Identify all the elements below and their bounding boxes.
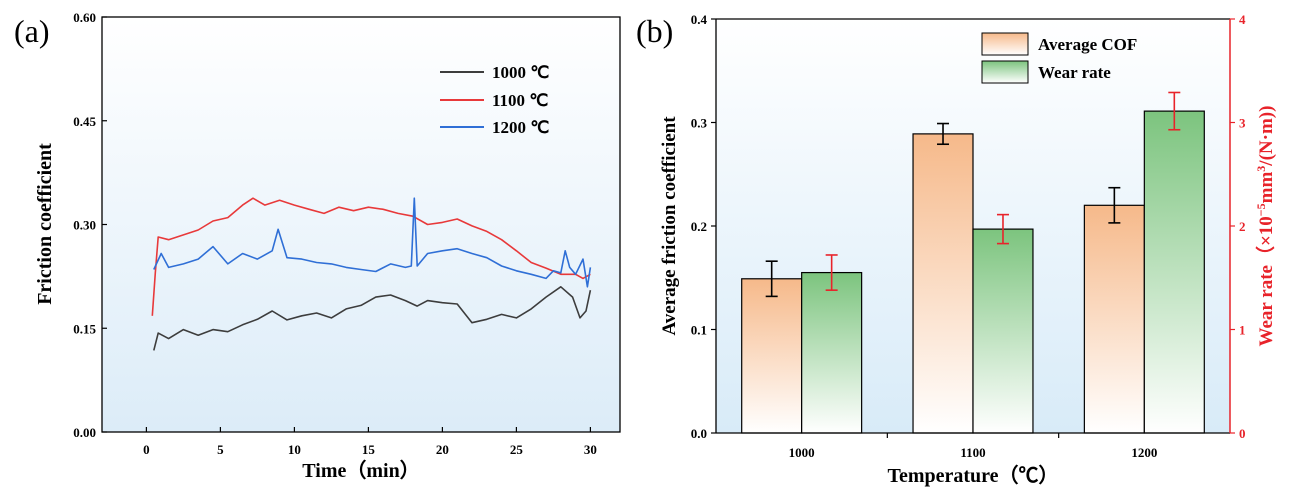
bar-cof-1100 xyxy=(912,133,974,434)
y-tick-label: 0.4 xyxy=(691,12,708,27)
plot-area-a xyxy=(102,17,620,432)
axis-ticks-b: 1000 1100 1200 0.0 0.1 0.2 0.3 0.4 0 1 2 3 4 xyxy=(691,12,1246,460)
y-tick-label: 0.30 xyxy=(73,218,96,233)
legend-label-1000: 1000 ℃ xyxy=(492,63,549,82)
y-tick-label: 0.0 xyxy=(691,426,707,441)
y-tick-label: 0.2 xyxy=(691,219,707,234)
y-tick-label: 0.60 xyxy=(73,10,96,25)
bar-chart-panel: 1000 1100 1200 0.0 0.1 0.2 0.3 0.4 0 1 2 3 4 (b) Tem… xyxy=(636,12,1277,487)
legend-a: 1000 ℃ 1100 ℃ 1200 ℃ xyxy=(440,63,549,137)
x-tick-label: 1000 xyxy=(789,445,815,460)
x-tick-label: 30 xyxy=(584,442,597,457)
x-tick-label: 20 xyxy=(436,442,449,457)
x-tick-label: 0 xyxy=(143,442,150,457)
y2-label-exp1: −5 xyxy=(1254,203,1268,216)
y2-axis-label-b: Wear rate（×10−5mm3/(N·m)) xyxy=(1254,106,1277,347)
panel-label-a: (a) xyxy=(14,13,50,49)
series-line-2 xyxy=(153,197,592,288)
y2-tick-label: 1 xyxy=(1239,323,1246,338)
legend-b: Average COF Wear rate xyxy=(981,32,1137,84)
series-line-0 xyxy=(153,286,592,351)
y-axis-label-a: Friction coefficient xyxy=(34,143,56,305)
y-tick-label: 0.15 xyxy=(73,321,96,336)
x-tick-label: 5 xyxy=(217,442,224,457)
legend-label-1200: 1200 ℃ xyxy=(492,118,549,137)
y-tick-label: 0.00 xyxy=(73,425,96,440)
bar-wear-1000 xyxy=(801,271,863,434)
bar-cof-1200 xyxy=(1083,204,1145,434)
x-tick-label: 25 xyxy=(510,442,524,457)
y2-label-exp2: 3 xyxy=(1254,166,1268,172)
series-line-1 xyxy=(151,197,591,316)
y2-label-end: /(N·m)) xyxy=(1256,106,1277,167)
series-lines-a xyxy=(151,197,592,351)
y2-label-mid: mm xyxy=(1256,172,1277,204)
line-chart-panel: 0 5 10 15 20 25 30 0.00 0.15 0.30 0.45 0.60 (a) Tim… xyxy=(14,10,621,482)
y2-tick-label: 0 xyxy=(1239,426,1246,441)
y-tick-label: 0.45 xyxy=(73,114,96,129)
bars-b xyxy=(741,91,1205,434)
y2-tick-label: 2 xyxy=(1239,219,1246,234)
y-tick-label: 0.1 xyxy=(691,323,707,338)
bar-wear-1100 xyxy=(972,228,1034,434)
x-tick-label: 1100 xyxy=(960,445,985,460)
x-axis-label-a: Time（min） xyxy=(302,459,419,482)
y2-label-main: Wear rate（×10 xyxy=(1254,216,1277,346)
x-tick-label: 10 xyxy=(288,442,301,457)
x-axis-label-b: Temperature（℃） xyxy=(887,464,1058,487)
y2-tick-label: 4 xyxy=(1239,12,1246,27)
bar-cof-1000 xyxy=(741,278,803,434)
y-tick-label: 0.3 xyxy=(691,116,708,131)
x-tick-label: 15 xyxy=(362,442,376,457)
bar-wear-1200 xyxy=(1143,110,1205,434)
x-tick-label: 1200 xyxy=(1131,445,1157,460)
legend-label-cof: Average COF xyxy=(1038,35,1137,54)
y2-tick-label: 3 xyxy=(1239,116,1246,131)
axis-ticks-a: 0 5 10 15 20 25 30 0.00 0.15 0.30 0.45 0.60 xyxy=(73,10,597,457)
legend-swatch-wear xyxy=(981,60,1029,84)
legend-label-1100: 1100 ℃ xyxy=(492,91,548,110)
legend-label-wear: Wear rate xyxy=(1038,63,1111,82)
panel-label-b: (b) xyxy=(636,13,673,49)
y-axis-label-b: Average friction coefficient xyxy=(659,116,680,336)
legend-swatch-cof xyxy=(981,32,1029,56)
